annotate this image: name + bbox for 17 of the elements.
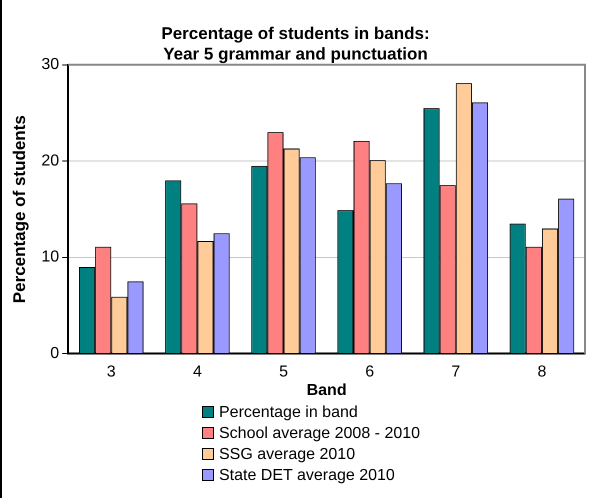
- x-tick-label: 6: [365, 364, 374, 381]
- y-tick-label: 30: [41, 56, 60, 74]
- x-tick-label: 3: [106, 364, 116, 381]
- y-tick-label: 20: [41, 152, 60, 170]
- legend-label: State DET average 2010: [218, 466, 396, 486]
- y-axis-title: Percentage of students: [10, 115, 29, 304]
- legend-label: School average 2008 - 2010: [218, 424, 420, 444]
- x-axis-title: Band: [306, 382, 347, 399]
- legend-label: Percentage in band: [218, 403, 359, 423]
- legend-label: SSG average 2010: [218, 445, 356, 465]
- x-tick-label: 4: [192, 364, 202, 381]
- chart-title: Percentage of students in bands: Year 5 grammar and punctuation: [161, 24, 430, 64]
- x-tick-label: 5: [279, 364, 288, 381]
- y-tick-label: 0: [50, 345, 60, 362]
- x-tick-label: 8: [537, 364, 546, 381]
- y-tick-label: 10: [41, 248, 60, 266]
- x-tick-label: 7: [451, 364, 460, 381]
